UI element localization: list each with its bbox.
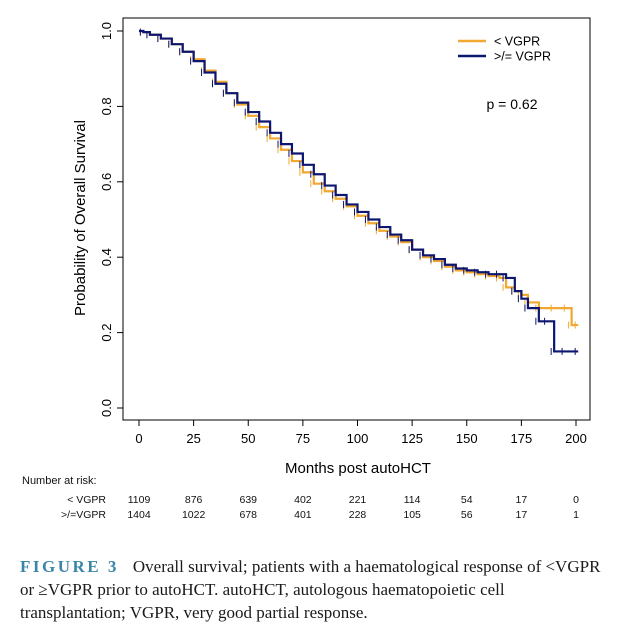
risk-row-label: >/=VGPR bbox=[61, 509, 106, 521]
risk-count: 1404 bbox=[127, 509, 151, 521]
risk-table-title: Number at risk: bbox=[22, 475, 97, 487]
y-axis-title: Probability of Overall Survival bbox=[72, 120, 89, 316]
risk-count: 17 bbox=[515, 509, 528, 521]
risk-row: >/=VGPR 1404 1022 678 401 228 105 56 17 1 bbox=[0, 509, 626, 523]
x-tick-label: 75 bbox=[296, 431, 310, 446]
x-tick-label: 0 bbox=[135, 431, 142, 446]
x-tick-label: 50 bbox=[241, 431, 255, 446]
legend-label-2: >/= VGPR bbox=[494, 50, 551, 64]
risk-count: 56 bbox=[460, 509, 473, 521]
survival-curve-2 bbox=[139, 29, 579, 353]
x-tick-label: 200 bbox=[565, 431, 587, 446]
x-tick-label: 150 bbox=[456, 431, 478, 446]
p-value-annotation: p = 0.62 bbox=[487, 96, 538, 112]
risk-row: < VGPR 1109 876 639 402 221 114 54 17 0 bbox=[0, 494, 626, 508]
x-axis-title: Months post autoHCT bbox=[285, 460, 431, 477]
y-tick-label: 0.0 bbox=[99, 399, 114, 417]
risk-count: 876 bbox=[184, 494, 203, 506]
risk-count: 639 bbox=[239, 494, 258, 506]
chart-curves bbox=[139, 28, 579, 355]
risk-count: 401 bbox=[294, 509, 312, 521]
figure-caption: FIGURE 3 Overall survival; patients with … bbox=[20, 555, 610, 624]
x-tick-label: 175 bbox=[511, 431, 533, 446]
risk-count: 1 bbox=[573, 509, 579, 521]
y-tick-label: 1.0 bbox=[99, 22, 114, 40]
risk-count: 114 bbox=[403, 494, 421, 506]
risk-count: 1022 bbox=[181, 509, 206, 521]
risk-count: 105 bbox=[403, 509, 421, 521]
risk-count: 402 bbox=[294, 494, 312, 506]
caption-text: Overall survival; patients with a haemat… bbox=[20, 557, 601, 622]
survival-curve-1 bbox=[139, 29, 579, 327]
chart-legend: < VGPR>/= VGPR bbox=[458, 35, 551, 64]
risk-count: 17 bbox=[515, 494, 528, 506]
chart-axes: 0 25 50 75 100 125 150 175 200 0.0 0.2 0.4 0.6 0.8 1.0 bbox=[99, 17, 591, 446]
risk-count: 1109 bbox=[127, 494, 151, 506]
survival-chart: 0 25 50 75 100 125 150 175 200 0.0 0.2 0.4 0.6 0.8 1.0… bbox=[72, 17, 591, 477]
risk-count: 228 bbox=[348, 509, 367, 521]
y-tick-label: 0.8 bbox=[99, 97, 114, 115]
risk-count: 0 bbox=[573, 494, 579, 506]
caption-label: FIGURE 3 bbox=[20, 557, 119, 576]
risk-count: 678 bbox=[239, 509, 258, 521]
y-tick-label: 0.6 bbox=[99, 173, 114, 191]
plot-frame bbox=[122, 17, 591, 421]
y-tick-label: 0.4 bbox=[99, 248, 114, 266]
x-tick-label: 25 bbox=[186, 431, 200, 446]
x-tick-label: 100 bbox=[347, 431, 369, 446]
y-tick-label: 0.2 bbox=[99, 324, 114, 342]
x-tick-label: 125 bbox=[401, 431, 423, 446]
risk-count: 54 bbox=[460, 494, 473, 506]
risk-count: 221 bbox=[348, 494, 367, 506]
risk-row-label: < VGPR bbox=[67, 494, 106, 506]
legend-label-1: < VGPR bbox=[494, 35, 540, 49]
